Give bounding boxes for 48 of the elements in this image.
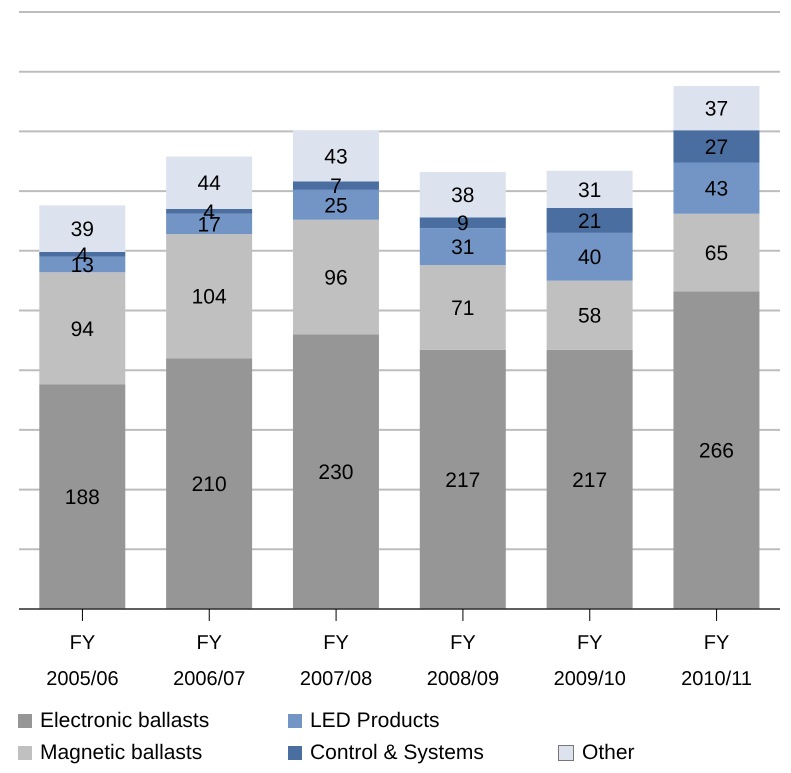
bar: [292, 334, 379, 609]
data-label: 31: [578, 178, 602, 202]
bar: [546, 170, 633, 208]
data-label: 217: [445, 468, 480, 492]
data-label: 21: [578, 210, 602, 233]
data-label: 217: [572, 468, 608, 492]
legend-label: Electronic ballasts: [40, 709, 210, 733]
data-label: 38: [451, 184, 474, 208]
data-label: 210: [192, 473, 227, 496]
x-tick-label: FY 2006/07: [173, 632, 246, 690]
data-label: 39: [70, 218, 94, 242]
data-label: 40: [578, 246, 602, 270]
legend-label: Control & Systems: [310, 741, 484, 765]
data-label: 65: [704, 242, 728, 266]
bar: [420, 350, 506, 609]
data-label: 230: [318, 461, 354, 484]
x-tick-label: FY 2008/09: [426, 632, 500, 690]
legend-label: LED Products: [310, 709, 440, 733]
bar: [39, 384, 126, 609]
data-label: 96: [324, 266, 348, 290]
x-tick-label: FY 2009/10: [554, 632, 626, 690]
bar: [546, 232, 633, 281]
data-label: 43: [324, 145, 348, 168]
data-label: 104: [192, 286, 227, 309]
bar: [673, 86, 760, 130]
bar: [166, 358, 252, 609]
bar: [673, 291, 760, 609]
bar: [546, 208, 633, 233]
data-label: 31: [451, 236, 474, 260]
data-label: 44: [197, 172, 222, 196]
data-label: 9: [456, 212, 469, 236]
data-label: 266: [698, 440, 734, 463]
bar: [420, 217, 506, 228]
x-tick-label: FY 2005/06: [46, 632, 119, 690]
bar: [546, 350, 633, 609]
data-label: 71: [451, 296, 474, 320]
data-label: 58: [578, 304, 602, 328]
legend-label: Magnetic ballasts: [40, 741, 202, 765]
data-label: 43: [704, 178, 728, 201]
data-label: 188: [64, 486, 100, 510]
data-label: 37: [704, 98, 728, 121]
legend-label: Other: [582, 741, 635, 765]
bar: [673, 162, 760, 214]
data-label: 27: [704, 136, 728, 159]
bar: [673, 130, 760, 162]
x-tick-label: FY 2007/08: [300, 632, 372, 690]
data-label: 94: [70, 318, 94, 341]
x-tick-label: FY 2010/11: [681, 632, 752, 690]
